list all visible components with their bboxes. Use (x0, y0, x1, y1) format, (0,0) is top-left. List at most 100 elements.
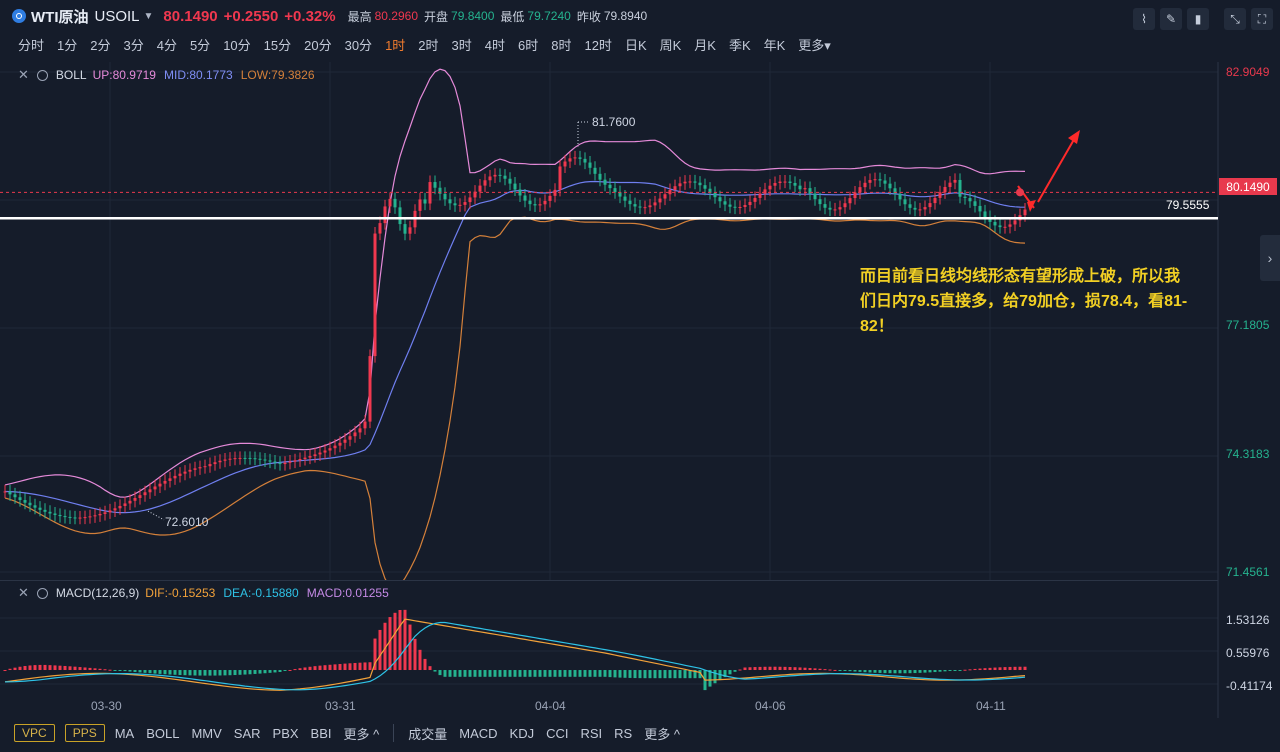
main-indicator-tab[interactable]: 更多 ^ (343, 726, 380, 742)
close-boll-icon[interactable]: ✕ (18, 67, 29, 82)
period-tab[interactable]: 4时 (484, 37, 505, 53)
period-tab[interactable]: 12时 (584, 37, 612, 53)
chevron-right-icon[interactable]: › (1260, 235, 1280, 281)
macd-histogram-bar (1023, 666, 1027, 671)
indicator-toggle-button[interactable]: PPS (64, 724, 105, 742)
period-tab[interactable]: 3分 (123, 37, 144, 53)
candle-body (833, 209, 837, 211)
period-tab[interactable]: 6时 (518, 37, 539, 53)
candle-body (323, 450, 327, 453)
period-tab[interactable]: 日K (624, 37, 647, 53)
macd-histogram-bar (903, 670, 907, 674)
instrument-symbol[interactable]: USOIL (94, 7, 140, 25)
macd-histogram-bar (368, 662, 372, 671)
price-chart[interactable]: 81.7600 72.6010 ✕ BOLL UP:80.9719 MID:80.… (0, 62, 1280, 590)
up-arrow-line (1037, 135, 1077, 203)
macd-histogram-bar (33, 665, 37, 671)
sub-indicator-tab[interactable]: 成交量 (408, 726, 448, 742)
macd-histogram-bar (348, 663, 352, 671)
period-tab[interactable]: 月K (694, 37, 716, 53)
candle-body (578, 157, 582, 159)
main-indicator-tab[interactable]: MA (114, 725, 135, 741)
main-indicator-tab[interactable]: MMV (191, 725, 222, 741)
period-tab[interactable]: 8时 (551, 37, 572, 53)
period-tab[interactable]: 3时 (451, 37, 472, 53)
candle-body (333, 445, 337, 449)
period-tab[interactable]: 2时 (418, 37, 439, 53)
macd-histogram-bar (413, 638, 417, 671)
main-indicator-tab[interactable]: SAR (233, 725, 261, 741)
period-tab[interactable]: 4分 (156, 37, 177, 53)
macd-histogram-bar (983, 668, 987, 671)
candle-body (328, 448, 332, 451)
pane-separator[interactable] (0, 580, 1218, 581)
candle-body (673, 186, 677, 190)
main-indicator-tab[interactable]: PBX (272, 725, 299, 741)
macd-histogram-bar (673, 670, 677, 679)
period-tab[interactable]: 2分 (90, 37, 111, 53)
open-label: 开盘 (424, 9, 449, 24)
indicator-toggle-button[interactable]: VPC (14, 724, 55, 742)
candle-body (443, 193, 447, 200)
price-axis-label: 77.1805 (1226, 318, 1270, 332)
macd-histogram-bar (388, 617, 392, 671)
candle-body (33, 505, 37, 508)
period-tab[interactable]: 1时 (385, 37, 406, 53)
symbol-dropdown-icon[interactable]: ▼ (143, 10, 154, 22)
candle-body (948, 182, 952, 187)
candle-body (153, 486, 157, 490)
candle-body (613, 188, 617, 193)
macd-histogram-bar (218, 670, 222, 676)
candle-body (198, 467, 202, 469)
period-tab[interactable]: 更多▾ (798, 37, 831, 53)
candle-body (358, 428, 362, 433)
period-tab[interactable]: 15分 (263, 37, 292, 53)
sub-indicator-tab[interactable]: RS (614, 725, 633, 741)
close-macd-icon[interactable]: ✕ (18, 585, 29, 600)
candle-body (68, 516, 72, 518)
period-tab[interactable]: 30分 (344, 37, 373, 53)
boll-settings-icon[interactable] (36, 69, 48, 81)
candle-body (518, 189, 522, 196)
period-tab[interactable]: 季K (728, 37, 751, 53)
candle-body (248, 457, 252, 459)
macd-histogram-bar (633, 670, 637, 679)
period-tab[interactable]: 年K (763, 37, 786, 53)
macd-histogram-bar (853, 670, 857, 672)
candle-body (563, 161, 567, 167)
sub-indicator-tab[interactable]: KDJ (509, 725, 535, 741)
sub-indicator-tab[interactable]: CCI (546, 725, 569, 741)
candle-body (898, 193, 902, 200)
candle-body (573, 157, 577, 159)
candle-settings-icon[interactable]: ▮ (1187, 8, 1209, 30)
line-tool-icon[interactable]: ⌇ (1133, 8, 1155, 30)
candle-body (298, 458, 302, 461)
main-indicator-tab[interactable]: BBI (310, 725, 332, 741)
macd-histogram-bar (198, 670, 202, 676)
sub-indicator-tab[interactable]: MACD (459, 725, 498, 741)
sub-indicator-tab[interactable]: RSI (580, 725, 603, 741)
low-marker-line (147, 510, 165, 521)
period-tab[interactable]: 20分 (304, 37, 332, 53)
macd-value: MACD:0.01255 (306, 586, 389, 600)
expand-icon[interactable]: ⤡ (1224, 8, 1246, 30)
period-tab[interactable]: 1分 (57, 37, 78, 53)
macd-settings-icon[interactable] (36, 587, 48, 599)
candle-body (318, 452, 322, 455)
fullscreen-icon[interactable]: ⛶ (1251, 8, 1273, 30)
period-tab[interactable]: 分时 (18, 37, 45, 53)
pencil-icon[interactable]: ✎ (1160, 8, 1182, 30)
period-tab[interactable]: 10分 (223, 37, 251, 53)
period-tab[interactable]: 周K (659, 37, 682, 53)
horizontal-line-label[interactable]: 79.5555 (1166, 198, 1210, 212)
period-tab[interactable]: 5分 (189, 37, 211, 53)
candle-body (778, 181, 782, 184)
main-indicator-tab[interactable]: BOLL (146, 725, 180, 741)
sub-indicator-tab[interactable]: 更多 ^ (644, 726, 680, 742)
macd-histogram-bar (723, 670, 727, 678)
macd-histogram-bar (968, 669, 972, 671)
macd-histogram-bar (403, 609, 407, 671)
candle-body (8, 491, 12, 495)
macd-chart[interactable]: ✕ MACD(12,26,9) DIF:-0.15253 DEA:-0.1588… (0, 580, 1280, 718)
candle-body (483, 180, 487, 186)
